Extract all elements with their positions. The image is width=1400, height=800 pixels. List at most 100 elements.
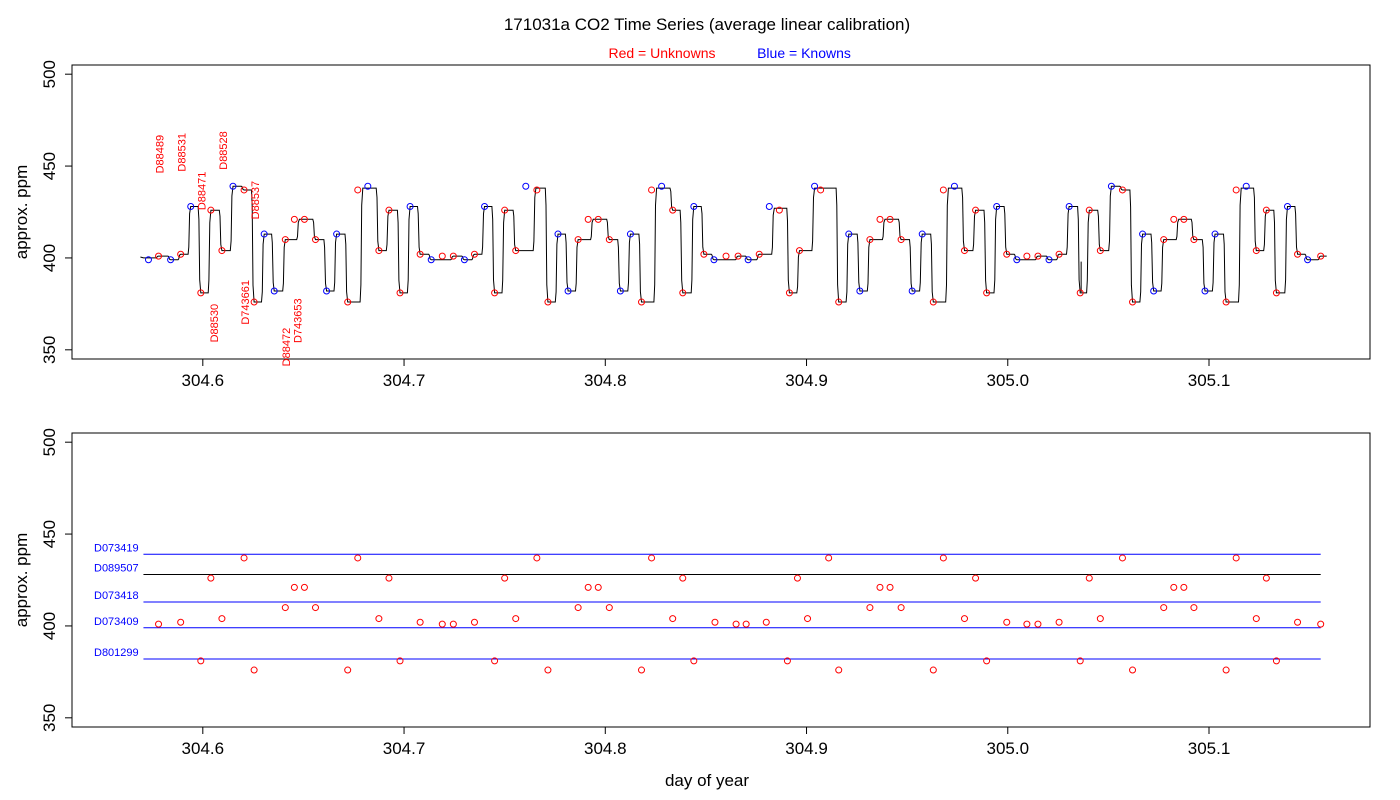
unknown-point — [375, 615, 383, 623]
known-point — [144, 256, 152, 264]
y-tick-label: 500 — [40, 428, 59, 456]
unknown-point — [197, 289, 205, 297]
unknown-point — [886, 583, 894, 591]
x-tick-label: 304.9 — [785, 371, 828, 390]
known-point — [765, 202, 773, 210]
unknown-point — [1055, 618, 1063, 626]
sample-label: D88528 — [218, 131, 230, 170]
unknown-point — [983, 289, 991, 297]
unknown-point — [1118, 554, 1126, 562]
unknown-point — [1096, 615, 1104, 623]
unknown-point — [961, 247, 969, 255]
known-point — [1304, 256, 1312, 264]
unknown-point — [897, 236, 905, 244]
plot-frame — [71, 64, 1371, 360]
x-tick-label: 304.6 — [182, 371, 225, 390]
known-point — [564, 287, 572, 295]
unknown-point — [605, 604, 613, 612]
unknown-point — [250, 298, 258, 306]
known-point — [1107, 182, 1115, 190]
unknown-point — [218, 615, 226, 623]
unknown-point — [742, 620, 750, 628]
unknown-point — [1190, 604, 1198, 612]
legend-knowns: Blue = Knowns — [757, 45, 851, 61]
unknown-point — [300, 215, 308, 223]
unknown-point — [866, 604, 874, 612]
unknown-point — [1262, 574, 1270, 582]
unknown-point — [544, 666, 552, 674]
unknown-point — [1003, 250, 1011, 258]
known-point — [1242, 182, 1250, 190]
unknown-point — [300, 583, 308, 591]
known-point — [229, 182, 237, 190]
unknown-point — [438, 252, 446, 260]
unknown-point — [449, 252, 457, 260]
unknown-point — [775, 206, 783, 214]
x-tick-label: 305.0 — [986, 739, 1029, 758]
unknown-point — [584, 583, 592, 591]
x-tick-label: 304.7 — [383, 371, 426, 390]
known-point — [908, 287, 916, 295]
unknown-point — [177, 618, 185, 626]
unknown-point — [207, 574, 215, 582]
unknown-point — [1294, 250, 1302, 258]
unknown-point — [972, 574, 980, 582]
known-point — [690, 202, 698, 210]
unknown-point — [669, 206, 677, 214]
unknown-point — [1170, 583, 1178, 591]
sample-label: D88530 — [209, 304, 221, 343]
reference-line-label: D089507 — [94, 562, 139, 574]
unknown-point — [449, 620, 457, 628]
unknown-point — [1232, 186, 1240, 194]
unknown-point — [1190, 236, 1198, 244]
reference-line-label: D801299 — [94, 647, 139, 659]
unknown-point — [638, 666, 646, 674]
unknown-point — [312, 604, 320, 612]
unknown-point — [416, 618, 424, 626]
unknown-point — [825, 554, 833, 562]
known-point — [167, 256, 175, 264]
known-point — [710, 256, 718, 264]
x-axis-label: day of year — [665, 771, 749, 790]
x-tick-label: 304.6 — [182, 739, 225, 758]
known-point — [522, 182, 530, 190]
unknown-point — [385, 206, 393, 214]
unknown-point — [1034, 252, 1042, 260]
unknown-point — [438, 620, 446, 628]
known-point — [1065, 202, 1073, 210]
unknown-point — [866, 236, 874, 244]
unknown-point — [218, 247, 226, 255]
unknown-point — [783, 657, 791, 665]
unknown-point — [679, 289, 687, 297]
y-tick-label: 350 — [40, 704, 59, 732]
unknown-point — [1222, 666, 1230, 674]
y-tick-label: 400 — [40, 612, 59, 640]
known-point — [481, 202, 489, 210]
known-point — [333, 230, 341, 238]
x-tick-label: 304.7 — [383, 739, 426, 758]
unknown-point — [396, 289, 404, 297]
x-tick-label: 305.1 — [1188, 371, 1231, 390]
unknown-point — [354, 186, 362, 194]
known-point — [260, 230, 268, 238]
unknown-point — [876, 215, 884, 223]
known-point — [187, 202, 195, 210]
unknown-point — [1023, 620, 1031, 628]
unknown-point — [533, 554, 541, 562]
unknown-point — [1317, 252, 1325, 260]
unknown-point — [1118, 186, 1126, 194]
unknown-point — [491, 289, 499, 297]
unknown-point — [155, 252, 163, 260]
unknown-point — [1160, 604, 1168, 612]
sample-label: D743653 — [292, 298, 304, 343]
unknown-point — [835, 298, 843, 306]
unknown-point — [1023, 252, 1031, 260]
known-point — [364, 182, 372, 190]
x-tick-label: 304.9 — [785, 739, 828, 758]
unknown-point — [762, 618, 770, 626]
unknown-point — [574, 236, 582, 244]
known-point — [918, 230, 926, 238]
unknown-point — [605, 236, 613, 244]
unknown-point — [648, 186, 656, 194]
